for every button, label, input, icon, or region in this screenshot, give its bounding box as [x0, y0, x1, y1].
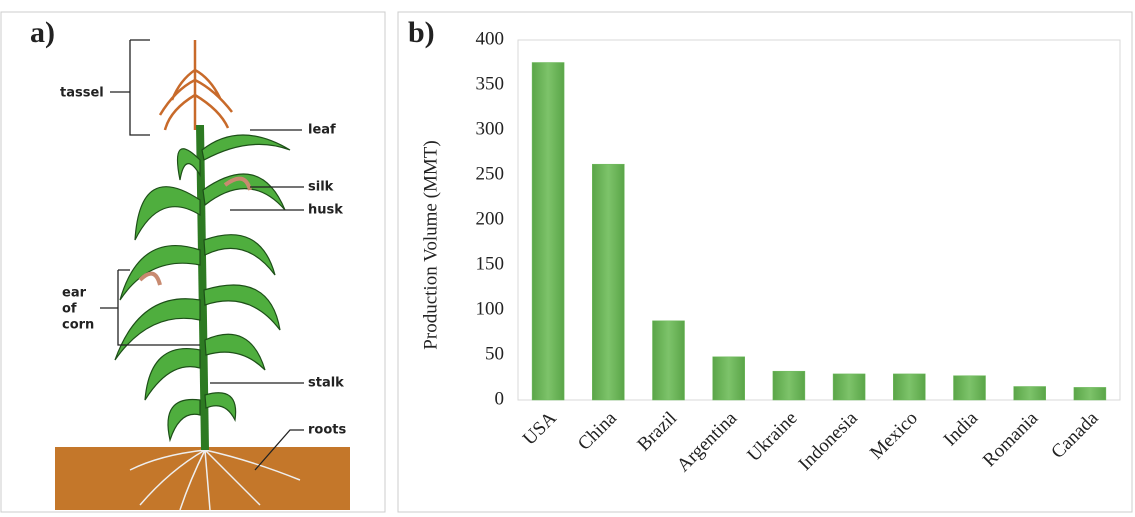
panel-label: b) — [408, 16, 435, 49]
y-tick-label: 350 — [476, 73, 505, 94]
bar — [592, 164, 624, 400]
bar — [1014, 387, 1046, 401]
y-axis-title: Production Volume (MMT) — [420, 140, 441, 349]
y-tick-label: 50 — [485, 343, 504, 364]
bar — [1074, 387, 1106, 400]
y-tick-label: 200 — [476, 208, 505, 229]
bar — [833, 374, 865, 400]
label: husk — [308, 203, 343, 218]
label: silk — [308, 180, 334, 195]
stalk-drawing — [200, 125, 205, 450]
y-tick-label: 400 — [476, 28, 505, 49]
label: of — [62, 302, 77, 317]
label: tassel — [60, 86, 104, 101]
bar — [653, 321, 685, 400]
label: corn — [62, 318, 94, 333]
bar-chart: b) Production Volume (MMT) 0 50 100 150 200 2… — [398, 12, 1132, 512]
y-tick-label: 250 — [476, 163, 505, 184]
y-tick-label: 100 — [476, 298, 505, 319]
bar — [954, 376, 986, 400]
label: roots — [308, 423, 346, 438]
label: ear — [62, 286, 87, 301]
bar — [532, 63, 564, 401]
figure: a) tassel leaf silk husk ear of corn sta… — [0, 0, 1135, 517]
bar — [773, 371, 805, 400]
y-tick-label: 150 — [476, 253, 505, 274]
corn-diagram: a) tassel leaf silk husk ear of corn sta… — [1, 12, 385, 512]
y-tick-label: 300 — [476, 118, 505, 139]
bar — [713, 357, 745, 400]
label: stalk — [308, 376, 344, 391]
bar — [893, 374, 925, 400]
y-tick-label: 0 — [495, 388, 505, 409]
panel-label: a) — [30, 16, 55, 49]
label: leaf — [308, 123, 336, 138]
